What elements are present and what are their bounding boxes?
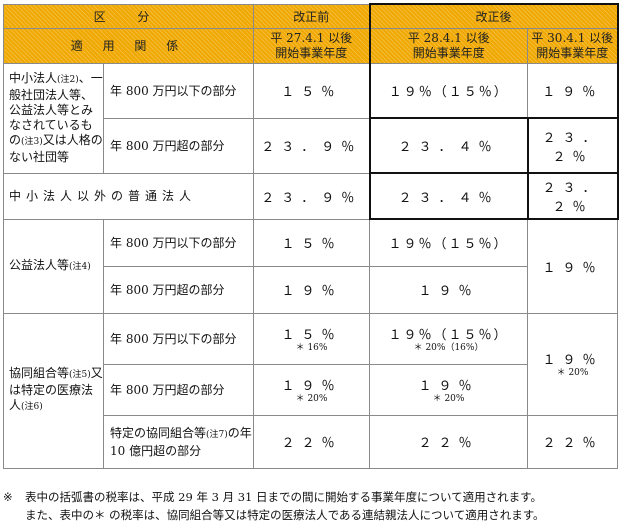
public-row2-h28: １９％ (369, 265, 529, 314)
sme-row1-h30: １９％ (527, 62, 619, 119)
sme-row2-label: 年 800 万円超の部分 (102, 117, 255, 174)
public-row2-label: 年 800 万円超の部分 (102, 265, 255, 314)
header-category: 区 分 (2, 3, 255, 29)
coop-row1-label: 年 800 万円以下の部分 (102, 312, 255, 365)
coop-row1-h28: １９％（１５％）＊ 20%（16%） (369, 312, 529, 365)
sme-row2-h30: ２３．２％ (527, 117, 619, 174)
header-h30: 平 30.4.1 以後 開始事業年度 (527, 27, 619, 64)
coop-row3-label: 特定の協同組合等(注7)の年 10 億円超の部分 (102, 414, 255, 469)
sme-row1-h28: １９％（１５％） (368, 62, 529, 119)
ordinary-label: 中小法人以外の普通法人 (2, 172, 255, 220)
sme-row1-label: 年 800 万円以下の部分 (102, 62, 255, 119)
table-notes: ※ 表中の括弧書の税率は、平成 29 年 3 月 31 日までの間に開始する事業… (3, 488, 617, 524)
note-line-2: また、表中の＊ の税率は、協同組合等又は特定の医療法人である連結親法人について適… (3, 506, 617, 524)
tax-rate-table: 区 分 改正前 改正後 適 用 関 係 平 27.4.1 以後 開始事業年度 平 … (2, 3, 619, 469)
ordinary-h30: ２３．２％ (527, 172, 619, 220)
header-h27: 平 27.4.1 以後 開始事業年度 (253, 27, 371, 64)
note-text-2: また、表中の＊ の税率は、協同組合等又は特定の医療法人である連結親法人について適… (25, 508, 545, 522)
coop-category: 協同組合等(注5)又は特定の医療法人(注6) (3, 312, 104, 469)
coop-h30: １９％＊ 20% (527, 312, 619, 416)
header-applicable: 適 用 関 係 (2, 27, 255, 64)
public-row2-h27: １９％ (253, 265, 371, 314)
note-text-1: 表中の括弧書の税率は、平成 29 年 3 月 31 日までの間に開始する事業年度… (25, 490, 543, 504)
public-row1-h27: １５％ (253, 218, 371, 267)
note-mark: ※ (3, 490, 13, 504)
coop-row3-h30: ２２％ (527, 414, 619, 469)
ordinary-h27: ２３．９％ (253, 172, 371, 220)
ordinary-h28: ２３．４％ (368, 172, 529, 220)
header-before: 改正前 (253, 3, 371, 29)
sme-row1-h27: １５％ (253, 62, 371, 119)
public-category: 公益法人等(注4) (3, 218, 104, 314)
coop-row3-h28: ２２％ (369, 414, 529, 469)
sme-category: 中小法人(注2)、一般社団法人等、公益法人等とみなされているもの(注3)又は人格… (3, 62, 104, 174)
coop-row2-label: 年 800 万円超の部分 (102, 363, 255, 416)
sme-row2-h27: ２３．９％ (253, 117, 371, 174)
coop-row1-h27: １５％＊ 16% (253, 312, 371, 365)
note-line-1: ※ 表中の括弧書の税率は、平成 29 年 3 月 31 日までの間に開始する事業… (3, 488, 617, 506)
public-h30: １９％ (527, 218, 619, 314)
public-row1-h28: １９％（１５％） (369, 218, 529, 267)
sme-row2-h28: ２３．４％ (368, 117, 529, 174)
coop-row2-h28: １９％＊ 20% (369, 363, 529, 416)
header-h28: 平 28.4.1 以後 開始事業年度 (368, 27, 529, 64)
header-after: 改正後 (368, 3, 619, 29)
public-row1-label: 年 800 万円以下の部分 (102, 218, 255, 267)
coop-row2-h27: １９％＊ 20% (253, 363, 371, 416)
coop-row3-h27: ２２％ (253, 414, 371, 469)
